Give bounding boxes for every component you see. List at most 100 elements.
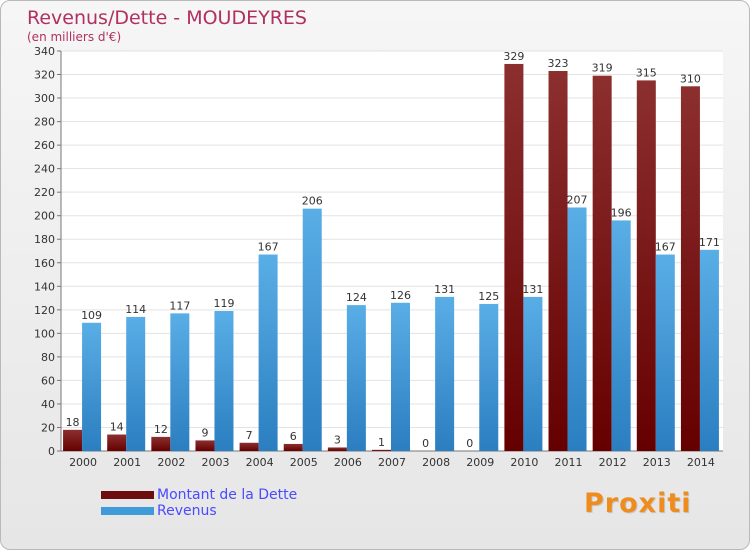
bar-revenus [82,322,102,451]
bar-revenus [302,208,322,451]
data-label-revenus: 207 [567,193,588,206]
y-tick-label: 200 [34,210,55,223]
data-label-dette: 18 [66,416,80,429]
bar-revenus [655,254,675,451]
y-tick-label: 40 [41,398,55,411]
x-tick-label: 2010 [510,456,538,469]
x-tick-label: 2009 [466,456,494,469]
legend-item-revenus: Revenus [101,503,297,519]
x-tick-label: 2005 [290,456,318,469]
legend-item-dette: Montant de la Dette [101,487,297,503]
y-tick-label: 240 [34,163,55,176]
y-tick-label: 340 [34,45,55,58]
data-label-dette: 323 [548,57,569,70]
data-label-dette: 12 [154,423,168,436]
y-tick-label: 140 [34,280,55,293]
bar-revenus [523,296,543,451]
chart-subtitle: (en milliers d'€) [27,30,122,44]
y-tick-label: 300 [34,92,55,105]
bar-dette [504,63,524,452]
legend-label-revenus: Revenus [157,503,217,519]
legend: Montant de la Dette Revenus [101,487,297,519]
bar-dette [548,71,568,451]
bar-revenus [170,313,190,451]
y-tick-label: 320 [34,69,55,82]
bar-revenus [699,249,719,451]
data-label-revenus: 117 [169,299,190,312]
y-tick-label: 160 [34,257,55,270]
data-label-revenus: 126 [390,289,411,302]
data-label-revenus: 131 [522,283,543,296]
x-tick-label: 2008 [422,456,450,469]
legend-swatch-revenus [101,507,154,515]
data-label-dette: 329 [503,50,524,63]
y-tick-label: 280 [34,116,55,129]
bar-dette [151,436,171,451]
data-label-revenus: 114 [125,303,146,316]
data-label-revenus: 125 [478,290,499,303]
y-tick-label: 260 [34,139,55,152]
bar-revenus [567,207,587,451]
x-tick-label: 2011 [555,456,583,469]
x-tick-label: 2014 [687,456,715,469]
bar-revenus [258,254,278,451]
bar-dette [680,86,700,451]
data-label-revenus: 171 [699,236,720,249]
bar-revenus [611,220,631,451]
x-tick-label: 2001 [113,456,141,469]
bar-dette [592,75,612,452]
x-tick-label: 2003 [201,456,229,469]
data-label-dette: 0 [466,437,473,450]
proxiti-logo: Proxiti [584,488,692,519]
bar-dette [195,440,215,451]
bar-dette [107,434,127,451]
y-tick-label: 0 [48,445,55,458]
bar-revenus [435,296,455,451]
data-label-revenus: 167 [258,241,279,254]
data-label-dette: 319 [592,62,613,75]
y-tick-label: 180 [34,233,55,246]
y-tick-label: 220 [34,186,55,199]
data-label-dette: 6 [290,430,297,443]
x-tick-label: 2002 [157,456,185,469]
bar-dette [372,449,391,451]
x-tick-label: 2006 [334,456,362,469]
x-tick-label: 2013 [643,456,671,469]
data-label-dette: 0 [422,437,429,450]
y-tick-label: 20 [41,421,55,434]
bar-dette [283,443,303,451]
bar-revenus [126,316,146,451]
y-tick-label: 100 [34,327,55,340]
y-tick-label: 60 [41,374,55,387]
bar-revenus [391,302,410,451]
chart-title: Revenus/Dette - MOUDEYRES [27,7,307,29]
x-tick-label: 2012 [599,456,627,469]
data-label-revenus: 119 [213,297,234,310]
bar-revenus [214,311,234,451]
bar-dette [636,80,656,451]
data-label-dette: 310 [680,72,701,85]
data-label-revenus: 124 [346,291,367,304]
y-tick-label: 80 [41,351,55,364]
data-label-dette: 315 [636,66,657,79]
legend-swatch-dette [101,491,154,499]
y-tick-label: 120 [34,304,55,317]
data-label-revenus: 206 [302,195,323,208]
legend-label-dette: Montant de la Dette [157,487,298,503]
data-label-dette: 14 [110,421,124,434]
data-label-revenus: 196 [611,206,632,219]
data-label-revenus: 131 [434,283,455,296]
bar-dette [327,447,347,451]
x-tick-label: 2007 [378,456,406,469]
data-label-dette: 1 [378,436,385,449]
x-tick-label: 2004 [246,456,274,469]
x-tick-label: 2000 [69,456,97,469]
data-label-dette: 3 [334,433,341,446]
bar-revenus [346,305,366,451]
data-label-revenus: 109 [81,309,102,322]
bar-dette [63,429,83,451]
data-label-dette: 7 [246,429,253,442]
bar-dette [239,442,259,451]
